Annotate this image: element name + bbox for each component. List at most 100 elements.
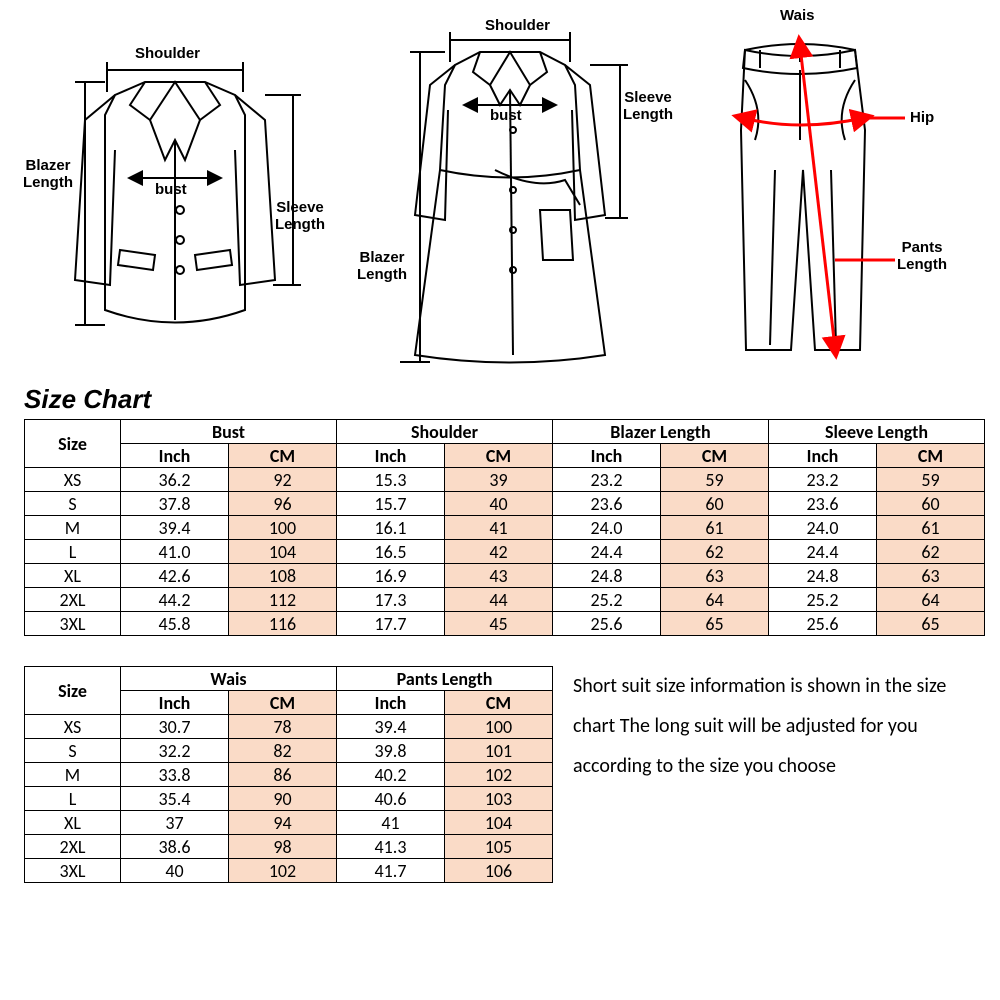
- cell: 17.3: [337, 588, 445, 612]
- cell: 116: [229, 612, 337, 636]
- unit: CM: [445, 691, 553, 715]
- table-row: 2XL38.69841.3105: [25, 835, 553, 859]
- cell: 39: [445, 468, 553, 492]
- hip-label: Hip: [910, 110, 934, 127]
- cell: 92: [229, 468, 337, 492]
- table-row: S37.89615.74023.66023.660: [25, 492, 985, 516]
- cell: 16.1: [337, 516, 445, 540]
- table-row: Size Wais Pants Length: [25, 667, 553, 691]
- cell: 103: [445, 787, 553, 811]
- cell: 15.3: [337, 468, 445, 492]
- coat-svg: [345, 10, 675, 380]
- cell: 42: [445, 540, 553, 564]
- cell: 17.7: [337, 612, 445, 636]
- cell: 96: [229, 492, 337, 516]
- cell: 16.5: [337, 540, 445, 564]
- blazer-diagram: Shoulder Blazer Length bust Sleeve Lengt…: [15, 10, 335, 370]
- table-row: M39.410016.14124.06124.061: [25, 516, 985, 540]
- cell: 24.4: [553, 540, 661, 564]
- cell: 36.2: [121, 468, 229, 492]
- table-row: XL379441104: [25, 811, 553, 835]
- table-row: InchCM InchCM InchCM InchCM: [25, 444, 985, 468]
- cell: 41: [445, 516, 553, 540]
- col-group: Blazer Length: [553, 420, 769, 444]
- cell: 23.6: [553, 492, 661, 516]
- size-cell: XL: [25, 564, 121, 588]
- cell: 62: [661, 540, 769, 564]
- table-row: XL42.610816.94324.86324.863: [25, 564, 985, 588]
- shoulder-label: Shoulder: [135, 46, 200, 63]
- waist-label: Wais: [780, 8, 814, 25]
- cell: 35.4: [121, 787, 229, 811]
- size-cell: 3XL: [25, 859, 121, 883]
- cell: 41: [337, 811, 445, 835]
- cell: 24.8: [553, 564, 661, 588]
- cell: 60: [661, 492, 769, 516]
- cell: 45: [445, 612, 553, 636]
- table-row: L35.49040.6103: [25, 787, 553, 811]
- size-chart-title: Size Chart: [24, 384, 1000, 415]
- cell: 82: [229, 739, 337, 763]
- col-group: Shoulder: [337, 420, 553, 444]
- cell: 32.2: [121, 739, 229, 763]
- cell: 40.6: [337, 787, 445, 811]
- unit: CM: [661, 444, 769, 468]
- cell: 38.6: [121, 835, 229, 859]
- col-group: Wais: [121, 667, 337, 691]
- cell: 63: [661, 564, 769, 588]
- bust-label: bust: [155, 182, 187, 199]
- unit: CM: [229, 444, 337, 468]
- pants-diagram: Wais Hip Pants Length: [685, 10, 985, 380]
- cell: 43: [445, 564, 553, 588]
- unit: Inch: [337, 444, 445, 468]
- size-cell: 2XL: [25, 588, 121, 612]
- cell: 100: [229, 516, 337, 540]
- size-cell: S: [25, 739, 121, 763]
- cell: 102: [229, 859, 337, 883]
- size-cell: 2XL: [25, 835, 121, 859]
- cell: 61: [661, 516, 769, 540]
- cell: 90: [229, 787, 337, 811]
- size-cell: L: [25, 787, 121, 811]
- size-table-bottom: Size Wais Pants Length InchCM InchCM XS3…: [24, 666, 553, 883]
- cell: 45.8: [121, 612, 229, 636]
- size-cell: M: [25, 516, 121, 540]
- cell: 15.7: [337, 492, 445, 516]
- lower-row: Size Wais Pants Length InchCM InchCM XS3…: [0, 666, 1000, 883]
- cell: 24.8: [769, 564, 877, 588]
- cell: 24.4: [769, 540, 877, 564]
- cell: 24.0: [769, 516, 877, 540]
- cell: 23.2: [769, 468, 877, 492]
- cell: 42.6: [121, 564, 229, 588]
- unit: Inch: [121, 444, 229, 468]
- cell: 37: [121, 811, 229, 835]
- shoulder-label: Shoulder: [485, 18, 550, 35]
- cell: 37.8: [121, 492, 229, 516]
- cell: 41.0: [121, 540, 229, 564]
- cell: 100: [445, 715, 553, 739]
- sleeve-length-label: Sleeve Length: [275, 200, 325, 233]
- unit: CM: [445, 444, 553, 468]
- cell: 86: [229, 763, 337, 787]
- cell: 78: [229, 715, 337, 739]
- note-text: Short suit size information is shown in …: [573, 666, 973, 786]
- cell: 102: [445, 763, 553, 787]
- size-cell: M: [25, 763, 121, 787]
- table-row: XS36.29215.33923.25923.259: [25, 468, 985, 492]
- size-cell: 3XL: [25, 612, 121, 636]
- cell: 62: [877, 540, 985, 564]
- pants-length-label: Pants Length: [897, 240, 947, 273]
- diagram-row: Shoulder Blazer Length bust Sleeve Lengt…: [0, 0, 1000, 380]
- cell: 40.2: [337, 763, 445, 787]
- table-row: 3XL4010241.7106: [25, 859, 553, 883]
- cell: 39.4: [121, 516, 229, 540]
- cell: 63: [877, 564, 985, 588]
- table-row: L41.010416.54224.46224.462: [25, 540, 985, 564]
- cell: 25.2: [553, 588, 661, 612]
- cell: 98: [229, 835, 337, 859]
- col-group: Pants Length: [337, 667, 553, 691]
- size-header: Size: [25, 667, 121, 715]
- cell: 24.0: [553, 516, 661, 540]
- cell: 23.6: [769, 492, 877, 516]
- cell: 65: [877, 612, 985, 636]
